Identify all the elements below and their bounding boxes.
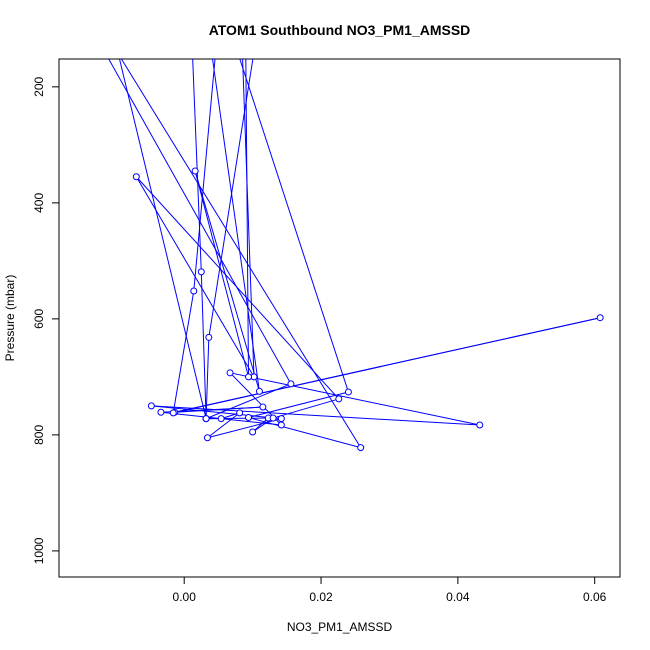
data-point xyxy=(157,408,165,416)
data-point xyxy=(245,373,253,381)
data-point xyxy=(132,173,140,181)
series-segment xyxy=(120,59,362,448)
data-point xyxy=(205,333,213,341)
data-point xyxy=(245,413,253,421)
series-segment xyxy=(239,59,349,393)
series-segment xyxy=(135,176,255,378)
x-tick-label: 0.02 xyxy=(309,590,333,604)
y-axis: 200 400 600 800 1000 xyxy=(32,77,59,564)
series-segment xyxy=(194,170,260,392)
series-segment xyxy=(207,418,282,439)
series-segment xyxy=(229,372,480,426)
y-tick-label: 1000 xyxy=(32,537,46,564)
series-segment xyxy=(248,416,361,449)
series-segment xyxy=(173,317,601,414)
series-segment xyxy=(208,59,254,338)
data-series xyxy=(108,59,604,452)
series-segment xyxy=(205,383,292,420)
series-segment xyxy=(108,59,292,385)
data-point xyxy=(287,380,295,388)
data-point xyxy=(217,415,225,423)
series-segment xyxy=(206,417,269,420)
data-point xyxy=(249,428,257,436)
series-segment xyxy=(151,405,282,420)
data-point xyxy=(476,421,484,429)
y-tick-label: 800 xyxy=(32,425,46,445)
data-point xyxy=(259,403,267,411)
data-point xyxy=(596,314,604,322)
series-segment xyxy=(212,59,260,392)
series-segment xyxy=(207,412,240,439)
series-segment xyxy=(194,170,249,378)
data-point xyxy=(357,444,365,452)
y-tick-label: 200 xyxy=(32,77,46,97)
data-point xyxy=(269,414,277,422)
series-segment xyxy=(118,59,207,419)
data-point xyxy=(197,268,205,276)
series-segment xyxy=(272,398,339,419)
x-axis: 0.00 0.02 0.04 0.06 xyxy=(173,577,607,604)
x-axis-label: NO3_PM1_AMSSD xyxy=(287,620,393,634)
data-point xyxy=(255,387,263,395)
data-point xyxy=(191,167,199,175)
data-point xyxy=(226,369,234,377)
data-point xyxy=(190,287,198,295)
plot-frame xyxy=(58,58,621,578)
chart-title: ATOM1 Southbound NO3_PM1_AMSSD xyxy=(209,22,471,38)
series-segment xyxy=(248,391,349,418)
data-point xyxy=(236,409,244,417)
series-segment xyxy=(174,406,263,413)
x-tick-label: 0.00 xyxy=(173,590,197,604)
data-point xyxy=(335,395,343,403)
x-tick-label: 0.06 xyxy=(583,590,607,604)
series-segment xyxy=(205,337,210,419)
data-point xyxy=(344,388,352,396)
series-segment xyxy=(245,59,250,377)
data-point xyxy=(169,409,177,417)
data-point xyxy=(277,421,285,429)
y-axis-label: Pressure (mbar) xyxy=(3,275,17,362)
y-tick-label: 600 xyxy=(32,309,46,329)
data-point xyxy=(203,434,211,442)
data-point xyxy=(277,415,285,423)
y-tick-label: 400 xyxy=(32,193,46,213)
series-segment xyxy=(200,271,207,419)
x-tick-label: 0.04 xyxy=(446,590,470,604)
data-point xyxy=(202,415,210,423)
data-point xyxy=(147,402,155,410)
series-segment xyxy=(172,290,195,413)
series-segment xyxy=(192,59,202,272)
series-segment xyxy=(242,59,255,377)
series-segment xyxy=(193,59,216,292)
series-segment xyxy=(151,405,480,426)
